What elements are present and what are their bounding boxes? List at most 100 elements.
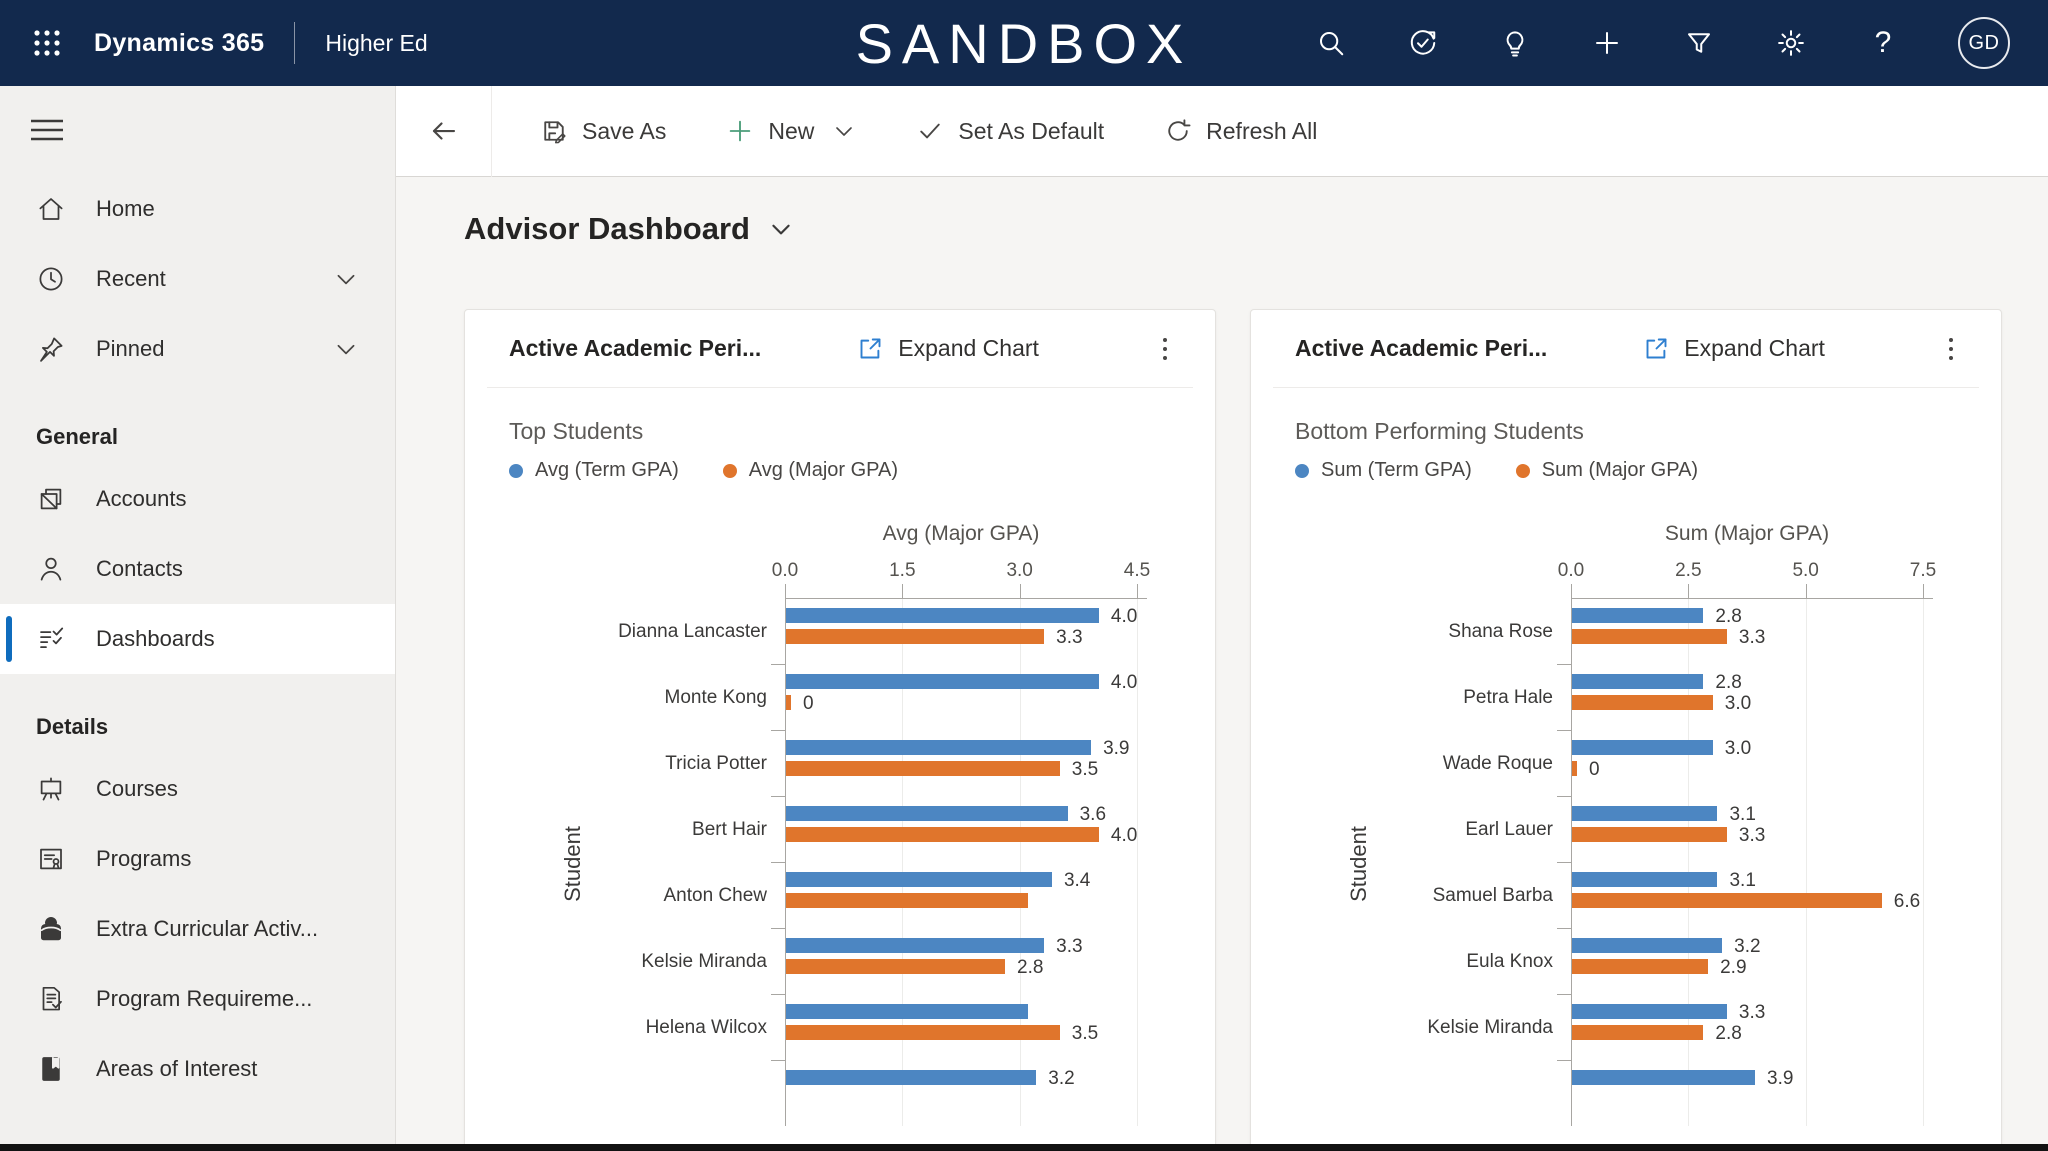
bar-term-gpa[interactable] <box>1572 872 1718 887</box>
save-as-button[interactable]: Save As <box>528 107 678 155</box>
sidebar-item-label: Home <box>96 196 155 221</box>
set-as-default-button[interactable]: Set As Default <box>904 107 1116 155</box>
sidebar-item-areas-of-interest[interactable]: Areas of Interest <box>0 1034 395 1104</box>
sidebar-item-home[interactable]: Home <box>0 174 395 244</box>
sidebar-item-contacts[interactable]: Contacts <box>0 534 395 604</box>
contacts-icon <box>34 552 68 586</box>
category-label: Samuel Barba <box>1432 885 1553 906</box>
doc-check-icon <box>34 982 68 1016</box>
bar-major-gpa[interactable] <box>1572 959 1709 974</box>
bar-major-gpa[interactable] <box>1572 893 1882 908</box>
sidebar-item-extra-curricular-activ[interactable]: Extra Curricular Activ... <box>0 894 395 964</box>
chart-card-top-students: Active Academic Peri... Expand Chart Top… <box>464 309 1216 1151</box>
sidebar-item-accounts[interactable]: Accounts <box>0 464 395 534</box>
bar-major-gpa[interactable] <box>786 893 1029 908</box>
bar-major-gpa[interactable] <box>1572 761 1577 776</box>
sidebar-item-programs[interactable]: Programs <box>0 824 395 894</box>
bar-value-label: 4.0 <box>1110 606 1138 627</box>
user-avatar[interactable]: GD <box>1958 17 2010 69</box>
hamburger-menu-icon[interactable] <box>30 114 68 148</box>
bar-value-label: 4.0 <box>1110 672 1138 693</box>
clock-icon <box>34 262 68 296</box>
add-icon[interactable] <box>1590 26 1624 60</box>
waffle-menu-icon[interactable] <box>30 26 64 60</box>
command-label: Refresh All <box>1206 117 1318 144</box>
sidebar-item-recent[interactable]: Recent <box>0 244 395 314</box>
x-tick-label: 7.5 <box>1909 560 1937 581</box>
bar-major-gpa[interactable] <box>1572 695 1713 710</box>
bar-term-gpa[interactable] <box>1572 938 1723 953</box>
sidebar-item-pinned[interactable]: Pinned <box>0 314 395 384</box>
category-label: Wade Roque <box>1442 753 1553 774</box>
bar-term-gpa[interactable] <box>1572 674 1704 689</box>
search-icon[interactable] <box>1314 26 1348 60</box>
back-button[interactable] <box>396 85 492 177</box>
category-label: Shana Rose <box>1448 621 1553 642</box>
bar-term-gpa[interactable] <box>786 1070 1037 1085</box>
expand-chart-button[interactable]: Expand Chart <box>1643 335 1825 362</box>
bar-term-gpa[interactable] <box>1572 806 1718 821</box>
expand-icon <box>860 338 881 359</box>
sidebar-item-label: Accounts <box>96 486 187 511</box>
bar-major-gpa[interactable] <box>786 1025 1060 1040</box>
chevron-down-icon[interactable] <box>333 266 359 292</box>
bar-term-gpa[interactable] <box>786 608 1099 623</box>
legend-item: Sum (Major GPA) <box>1515 459 1698 482</box>
chevron-down-icon[interactable] <box>333 336 359 362</box>
bar-major-gpa[interactable] <box>786 959 1006 974</box>
bar-term-gpa[interactable] <box>1572 1070 1756 1085</box>
dashboard-selector[interactable]: Advisor Dashboard <box>464 211 2048 247</box>
chart-title: Bottom Performing Students <box>1295 418 1584 444</box>
bar-term-gpa[interactable] <box>1572 740 1713 755</box>
brand-title[interactable]: Dynamics 365 <box>94 28 265 57</box>
sidebar-item-label: Dashboards <box>96 626 215 651</box>
bar-chart: Sum (Major GPA) 0.0 2.5 5.0 7.5 Student Shana … <box>1251 522 2001 1151</box>
command-label: New <box>768 117 815 144</box>
bar-term-gpa[interactable] <box>1572 608 1704 623</box>
bar-term-gpa[interactable] <box>786 938 1045 953</box>
refresh-icon <box>1164 117 1192 145</box>
bar-term-gpa[interactable] <box>786 1004 1029 1019</box>
refresh-all-button[interactable]: Refresh All <box>1152 107 1329 155</box>
more-options-icon[interactable] <box>1145 329 1185 369</box>
bar-major-gpa[interactable] <box>786 629 1045 644</box>
legend-item: Sum (Term GPA) <box>1295 459 1472 482</box>
home-icon <box>34 192 68 226</box>
pin-icon <box>34 332 68 366</box>
expand-chart-button[interactable]: Expand Chart <box>857 335 1039 362</box>
bar-term-gpa[interactable] <box>786 806 1068 821</box>
filter-icon[interactable] <box>1682 26 1716 60</box>
sidebar-item-label: Areas of Interest <box>96 1056 258 1081</box>
sidebar-item-program-requireme[interactable]: Program Requireme... <box>0 964 395 1034</box>
bar-value-label: 3.3 <box>1738 825 1766 846</box>
new-button[interactable]: New <box>714 107 868 155</box>
bar-value-label: 2.8 <box>1715 1023 1742 1044</box>
sidebar-item-courses[interactable]: Courses <box>0 754 395 824</box>
help-icon[interactable]: ? <box>1874 26 1892 59</box>
bar-term-gpa[interactable] <box>786 674 1099 689</box>
category-label: Eula Knox <box>1466 951 1553 972</box>
bar-major-gpa[interactable] <box>1572 1025 1704 1040</box>
bar-major-gpa[interactable] <box>786 761 1060 776</box>
dashboards-icon <box>34 622 68 656</box>
bar-term-gpa[interactable] <box>786 872 1052 887</box>
bar-value-label: 2.8 <box>1715 606 1742 627</box>
more-options-icon[interactable] <box>1931 329 1971 369</box>
bar-value-label: 3.2 <box>1734 936 1761 957</box>
checkmark-icon <box>916 117 944 145</box>
lightbulb-icon[interactable] <box>1498 26 1532 60</box>
bar-major-gpa[interactable] <box>1572 827 1727 842</box>
bar-major-gpa[interactable] <box>1572 629 1727 644</box>
settings-icon[interactable] <box>1774 26 1808 60</box>
app-name[interactable]: Higher Ed <box>325 29 428 56</box>
bar-value-label: 0 <box>1589 759 1600 780</box>
chevron-down-icon[interactable] <box>832 119 856 143</box>
checkmark-circle-icon[interactable] <box>1406 26 1440 60</box>
chart-card-title: Active Academic Peri... <box>509 335 762 361</box>
bar-major-gpa[interactable] <box>786 695 791 710</box>
bar-term-gpa[interactable] <box>786 740 1092 755</box>
sidebar-item-dashboards[interactable]: Dashboards <box>0 604 395 674</box>
bar-term-gpa[interactable] <box>1572 1004 1727 1019</box>
bar-major-gpa[interactable] <box>786 827 1099 842</box>
x-tick-label: 3.0 <box>1006 560 1033 581</box>
